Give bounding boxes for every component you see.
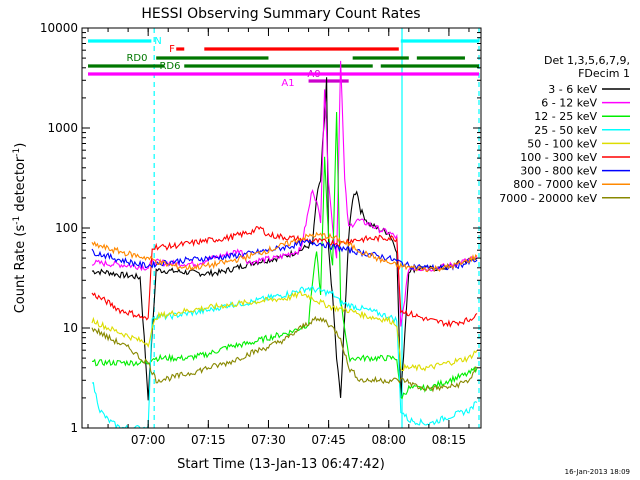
- flag-label-f: F: [169, 44, 175, 55]
- y-axis-label-part1: Count Rate (s: [13, 225, 28, 314]
- legend-entry-label-5: 100 - 300 keV: [520, 151, 597, 164]
- series-line-6: [91, 238, 478, 272]
- y-tick-label-0: 1: [70, 421, 78, 435]
- legend-header-line2: FDecim 1: [578, 67, 630, 80]
- plot-area: NFRD0RD6A0A1: [81, 27, 482, 429]
- legend-entry-label-7: 800 - 7000 keV: [513, 178, 597, 191]
- y-axis-label-part3: ): [13, 143, 28, 148]
- series-line-7: [91, 231, 478, 273]
- y-tick-label-2: 100: [55, 221, 78, 235]
- y-axis-label-part2: detector: [13, 156, 28, 216]
- y-tick-label-4: 10000: [40, 21, 78, 35]
- x-tick-label-3: 07:45: [311, 433, 346, 447]
- legend-entry-label-3: 25 - 50 keV: [534, 124, 597, 137]
- x-tick-label-5: 08:15: [432, 433, 467, 447]
- x-tick-label-0: 07:00: [131, 433, 166, 447]
- y-axis-ticks: 1 10 100 1000 10000: [40, 21, 481, 435]
- x-tick-label-1: 07:15: [191, 433, 226, 447]
- chart-title: HESSI Observing Summary Count Rates: [141, 6, 420, 22]
- x-tick-label-4: 08:00: [371, 433, 406, 447]
- legend-entry-label-6: 300 - 800 keV: [520, 165, 597, 178]
- flag-label-rd6: RD6: [159, 61, 180, 72]
- flag-label-a1: A1: [281, 78, 294, 89]
- series-line-2: [91, 111, 478, 400]
- y-axis-label-sup1: -1: [12, 216, 22, 225]
- flag-label-rd0: RD0: [126, 53, 147, 64]
- legend-entry-label-1: 6 - 12 keV: [541, 97, 597, 110]
- y-axis-label: Count Rate (s-1 detector-1): [12, 143, 28, 314]
- x-axis-label: Start Time (13-Jan-13 06:47:42): [177, 457, 385, 472]
- y-tick-label-3: 1000: [47, 121, 78, 135]
- series-line-8: [91, 315, 478, 393]
- series-line-4: [91, 290, 478, 372]
- flag-label-n: N: [154, 36, 161, 47]
- x-tick-label-2: 07:30: [251, 433, 286, 447]
- series-line-5: [91, 225, 478, 328]
- render-timestamp: 16-Jan-2013 18:09: [565, 468, 630, 476]
- y-axis-label-sup2: -1: [12, 148, 22, 157]
- legend-header-line1: Det 1,3,5,6,7,9,: [544, 54, 630, 67]
- legend-entry-label-2: 12 - 25 keV: [534, 110, 597, 123]
- x-axis-ticks: 07:00 07:15 07:30 07:45 08:00 08:15: [87, 28, 470, 447]
- legend-entry-label-0: 3 - 6 keV: [548, 83, 597, 96]
- y-tick-label-1: 10: [63, 321, 78, 335]
- legend-entry-label-8: 7000 - 20000 keV: [499, 192, 597, 205]
- legend-entry-label-4: 50 - 100 keV: [527, 137, 597, 150]
